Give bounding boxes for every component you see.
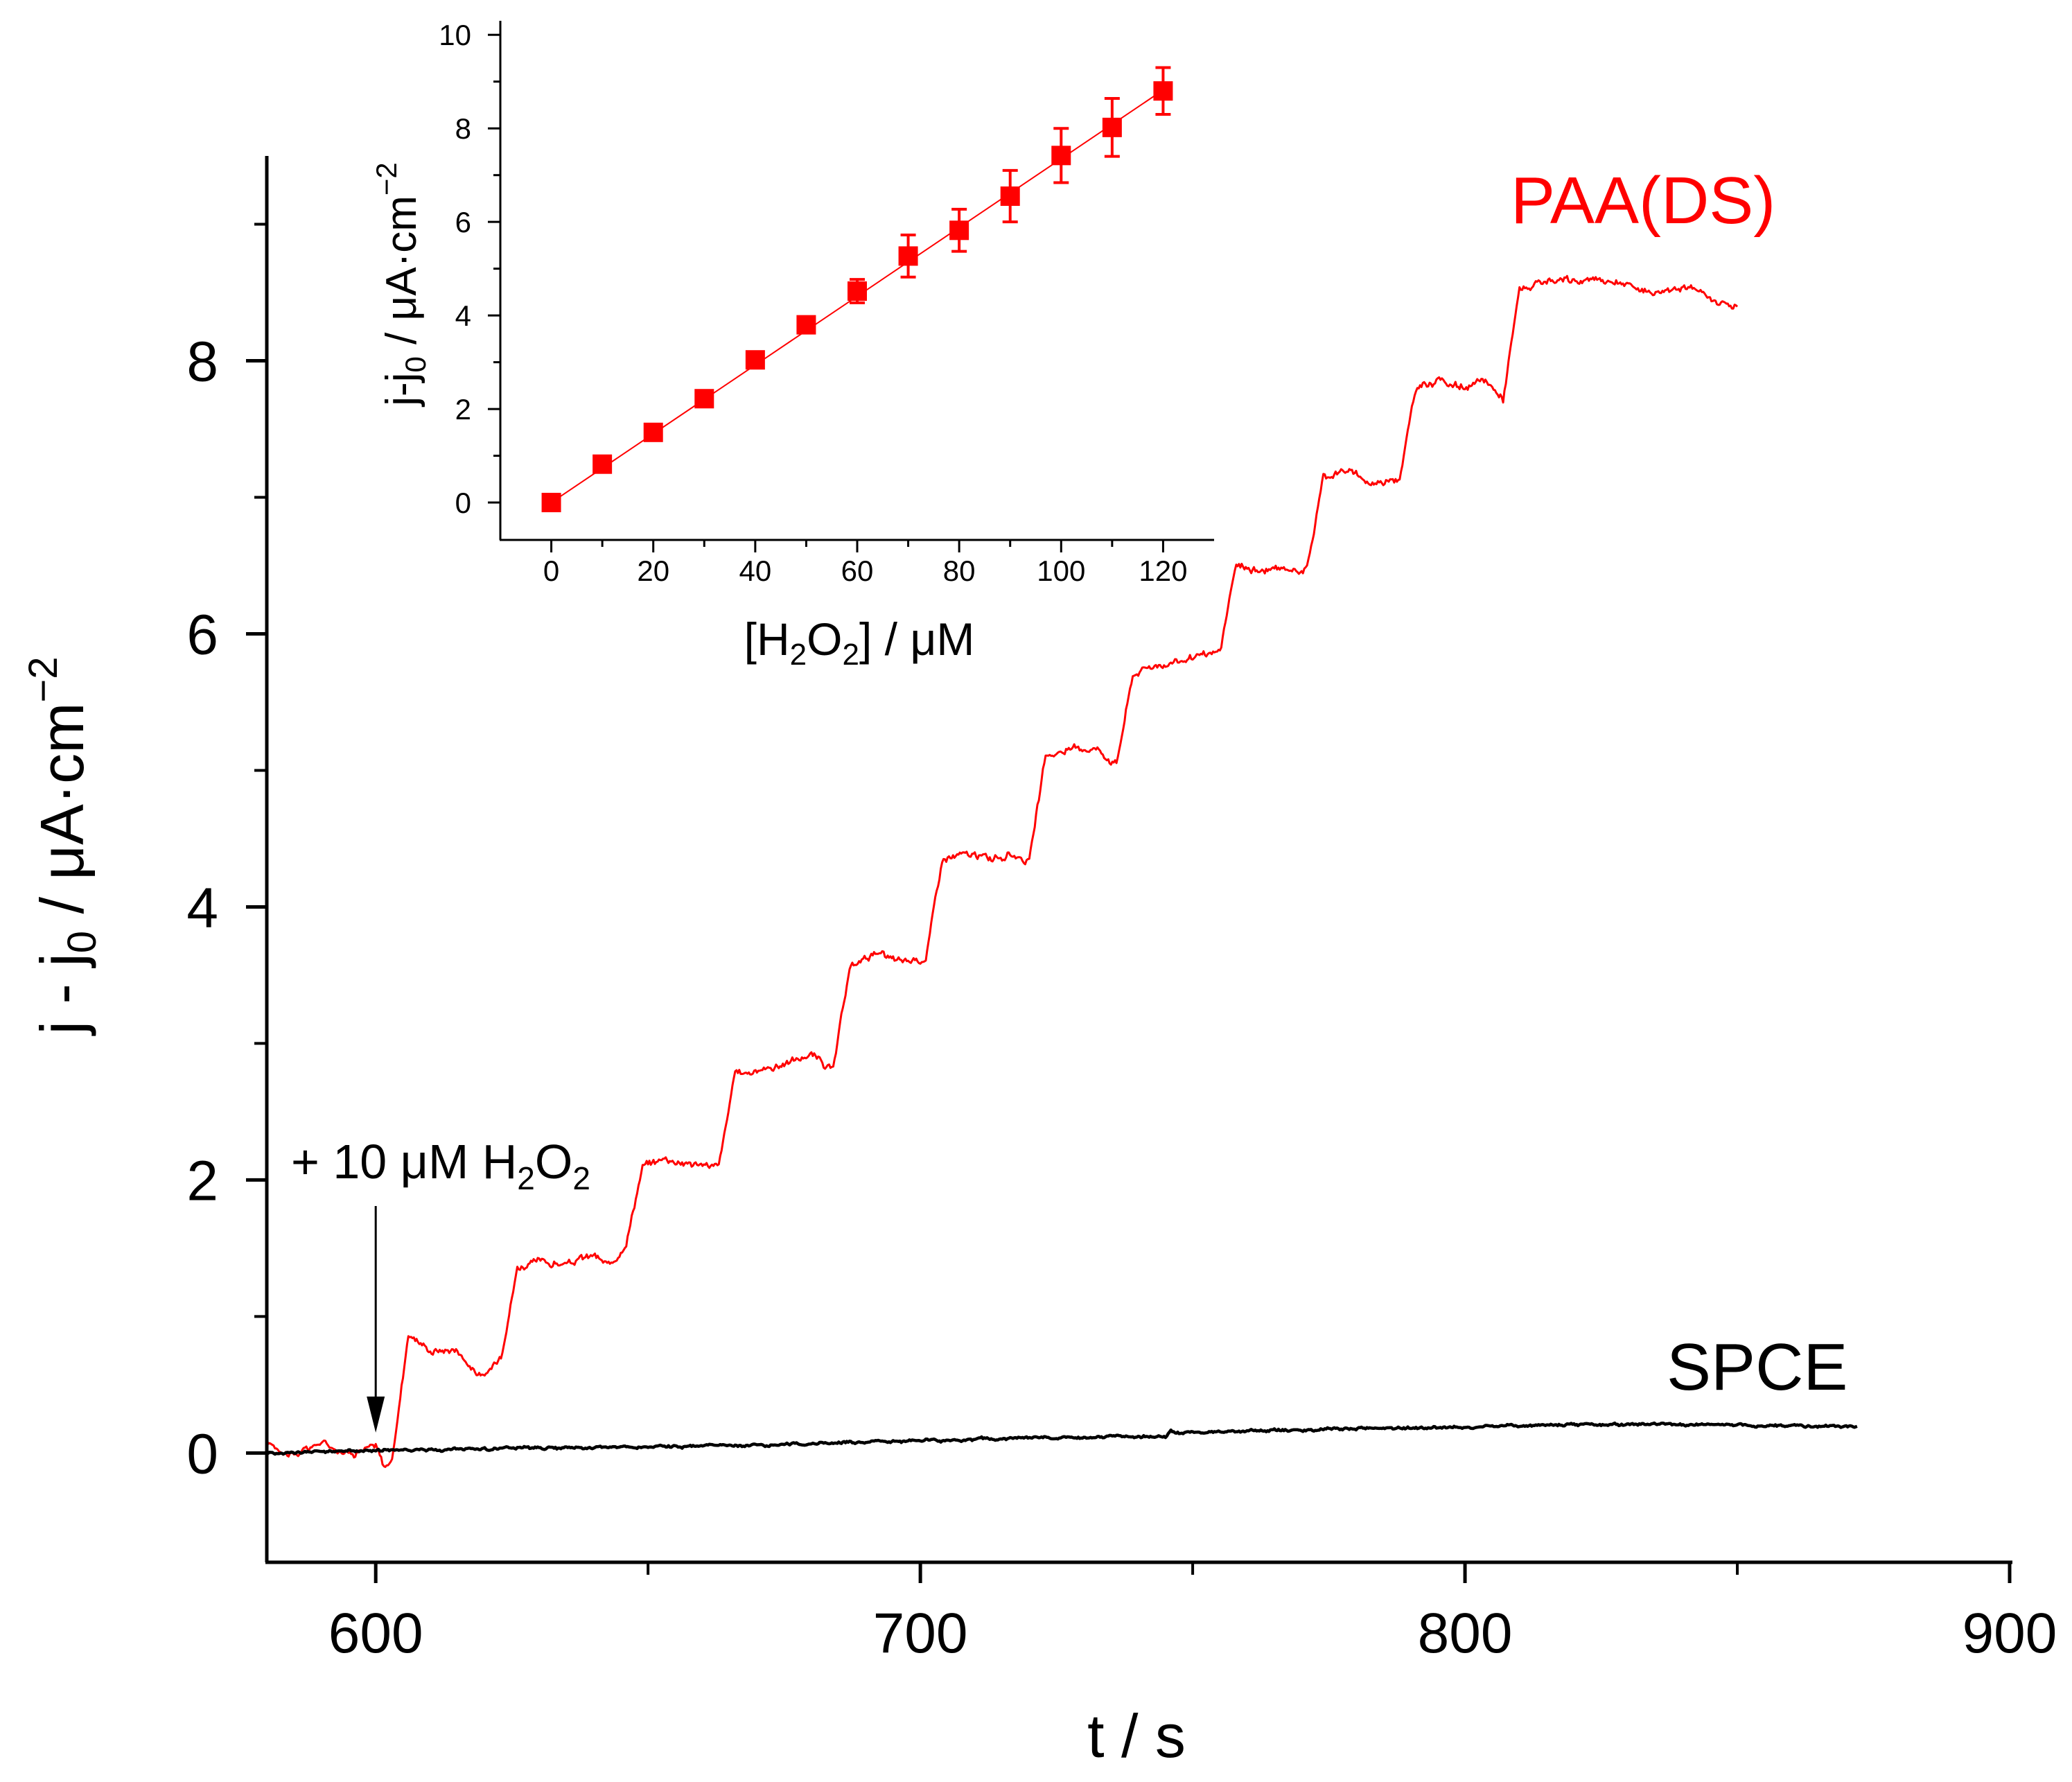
inset-y-tick-label: 8: [455, 112, 471, 145]
main-x-axis-label: t / s: [1087, 1702, 1186, 1770]
annotation-arrow: [367, 1206, 385, 1433]
inset-chart: 0 20 40 60 80 100 120 0 2 4 6 8 10 [H2O2] / μM j-j0 …: [370, 19, 1214, 672]
inset-data-point: [1051, 127, 1071, 184]
main-y-tick-label: 2: [186, 1149, 218, 1212]
inset-data-point: [796, 315, 816, 335]
inset-x-tick-label: 60: [841, 554, 874, 587]
main-y-tick-label: 4: [186, 876, 218, 939]
inset-data-point: [694, 389, 714, 409]
inset-data-point: [541, 493, 561, 513]
inset-marker: [949, 220, 969, 241]
spce-trace: [266, 1421, 1858, 1456]
main-y-tick-label: 0: [186, 1422, 218, 1485]
main-axes: [265, 156, 2012, 1564]
inset-marker: [1102, 117, 1122, 137]
inset-marker: [1051, 146, 1071, 166]
main-y-tick-label: 6: [186, 603, 218, 666]
main-x-tick-label: 900: [1963, 1602, 2057, 1665]
inset-y-tick-label: 4: [455, 299, 471, 332]
inset-data-point: [643, 422, 663, 442]
main-x-tick-label: 800: [1418, 1602, 1513, 1665]
inset-marker: [796, 315, 816, 335]
inset-y-axis-label: j-j0 / μA·cm−2: [370, 162, 432, 408]
inset-data-point: [1000, 168, 1020, 224]
inset-x-axis-label: [H2O2] / μM: [744, 613, 975, 672]
main-x-tick-label: 600: [328, 1602, 423, 1665]
annotation-arrow-head: [367, 1396, 385, 1433]
inset-marker: [643, 422, 663, 442]
inset-x-tick-label: 20: [637, 554, 669, 587]
inset-data-point: [1153, 66, 1173, 116]
inset-x-tick-label: 0: [543, 554, 559, 587]
inset-marker: [898, 246, 918, 266]
inset-data-point: [592, 454, 613, 474]
paa-ds-trace: [265, 274, 1739, 1468]
inset-marker: [745, 350, 765, 370]
spce-series-label: SPCE: [1667, 1330, 1847, 1404]
inset-marker: [694, 389, 714, 409]
inset-data-point: [898, 234, 918, 279]
inset-marker: [848, 281, 867, 302]
inset-data-point: [1102, 97, 1122, 158]
inset-y-tick-label: 6: [455, 206, 471, 238]
inset-marker: [541, 493, 561, 513]
inset-x-tick-label: 100: [1037, 554, 1085, 587]
inset-ticks: 0 20 40 60 80 100 120 0 2 4 6 8 10: [439, 19, 1187, 587]
main-y-axis-label: j - j0 / μA·cm−2: [21, 656, 105, 1036]
addition-annotation: + 10 μM H2O2: [291, 1135, 590, 1196]
inset-x-tick-label: 40: [739, 554, 771, 587]
inset-y-tick-label: 10: [439, 19, 471, 51]
inset-marker: [1000, 186, 1020, 207]
inset-y-tick-label: 0: [455, 487, 471, 519]
inset-data-point: [745, 350, 765, 370]
inset-series-group: [541, 66, 1173, 513]
inset-y-tick-label: 2: [455, 393, 471, 426]
inset-x-tick-label: 120: [1139, 554, 1187, 587]
inset-data-point: [848, 278, 867, 304]
main-series-group: [265, 274, 1858, 1468]
paa-series-label: PAA(DS): [1511, 164, 1775, 238]
main-y-tick-label: 8: [186, 330, 218, 393]
inset-data-point: [949, 207, 969, 253]
main-x-tick-label: 700: [873, 1602, 968, 1665]
inset-marker: [1153, 81, 1173, 101]
inset-marker: [592, 454, 613, 474]
inset-x-tick-label: 80: [943, 554, 976, 587]
